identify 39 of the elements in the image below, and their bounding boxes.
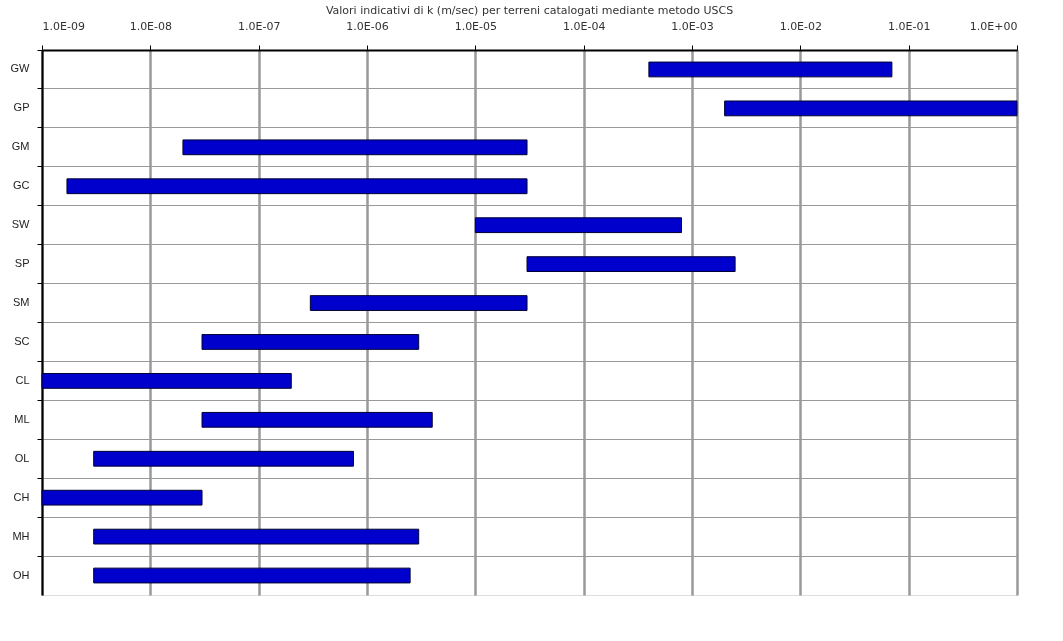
bar: [526, 256, 736, 272]
y-tick-label: ML: [14, 412, 30, 425]
y-tick-label: CL: [15, 373, 30, 386]
x-tick-label: 1.0E-05: [454, 19, 498, 33]
x-tick-label: 1.0E-04: [562, 19, 606, 33]
y-tick-label: OL: [14, 451, 30, 464]
x-tick-label: 1.0E+00: [969, 19, 1018, 33]
bar: [93, 450, 354, 467]
y-tick-label: MH: [12, 529, 30, 542]
y-tick-label: SP: [14, 257, 30, 270]
x-tick-label: 1.0E-08: [129, 19, 173, 33]
bar: [201, 411, 433, 428]
x-tick-label: 1.0E-03: [671, 19, 714, 33]
y-tick-label: SM: [13, 296, 30, 309]
bar: [41, 373, 292, 389]
y-tick-label: OH: [13, 568, 30, 581]
y-tick-label: GP: [13, 101, 30, 114]
bar: [93, 528, 420, 545]
bar: [66, 178, 528, 195]
bar: [309, 295, 528, 311]
y-tick-label: SW: [11, 218, 31, 231]
bar: [182, 139, 528, 156]
bar: [41, 489, 203, 506]
bar: [201, 334, 420, 350]
x-tick-label: 1.0E-06: [346, 19, 389, 33]
x-tick-label: 1.0E-09: [42, 19, 85, 33]
bar: [93, 567, 411, 584]
y-tick-label: GC: [13, 179, 30, 192]
x-tick-label: 1.0E-02: [779, 19, 823, 33]
bar: [474, 217, 682, 234]
chart-title: Valori indicativi di k (m/sec) per terreni catalogati mediante metodo USCS: [325, 4, 734, 17]
x-tick-label: 1.0E-07: [237, 19, 281, 33]
bar: [724, 100, 1018, 117]
x-tick-label: 1.0E-01: [887, 19, 931, 33]
y-tick-label: CH: [13, 490, 30, 503]
y-tick-label: GW: [10, 62, 31, 75]
bar: [648, 61, 893, 78]
y-tick-label: SC: [14, 334, 30, 347]
y-tick-label: GM: [11, 140, 30, 153]
